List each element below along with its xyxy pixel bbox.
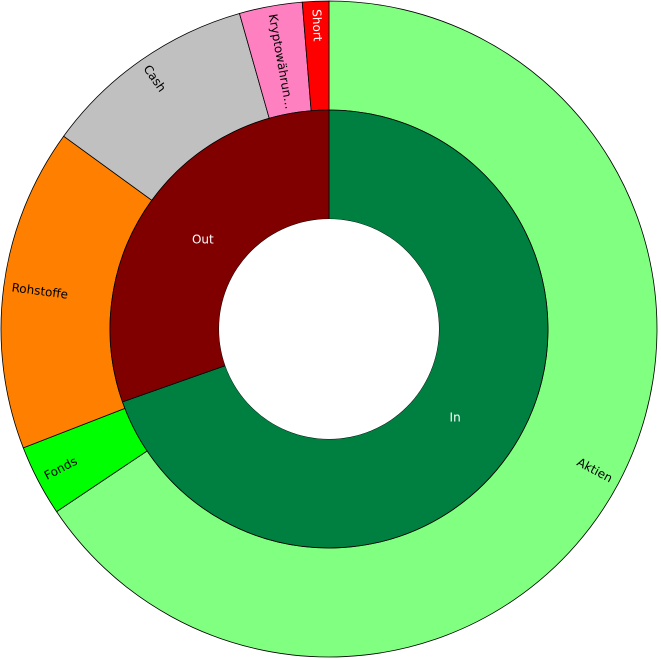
center-hole bbox=[219, 219, 439, 439]
inner-ring bbox=[109, 109, 549, 549]
inner-label-in: In bbox=[450, 411, 461, 425]
outer-label-short: Short bbox=[309, 9, 324, 42]
inner-label-out: Out bbox=[192, 232, 214, 246]
